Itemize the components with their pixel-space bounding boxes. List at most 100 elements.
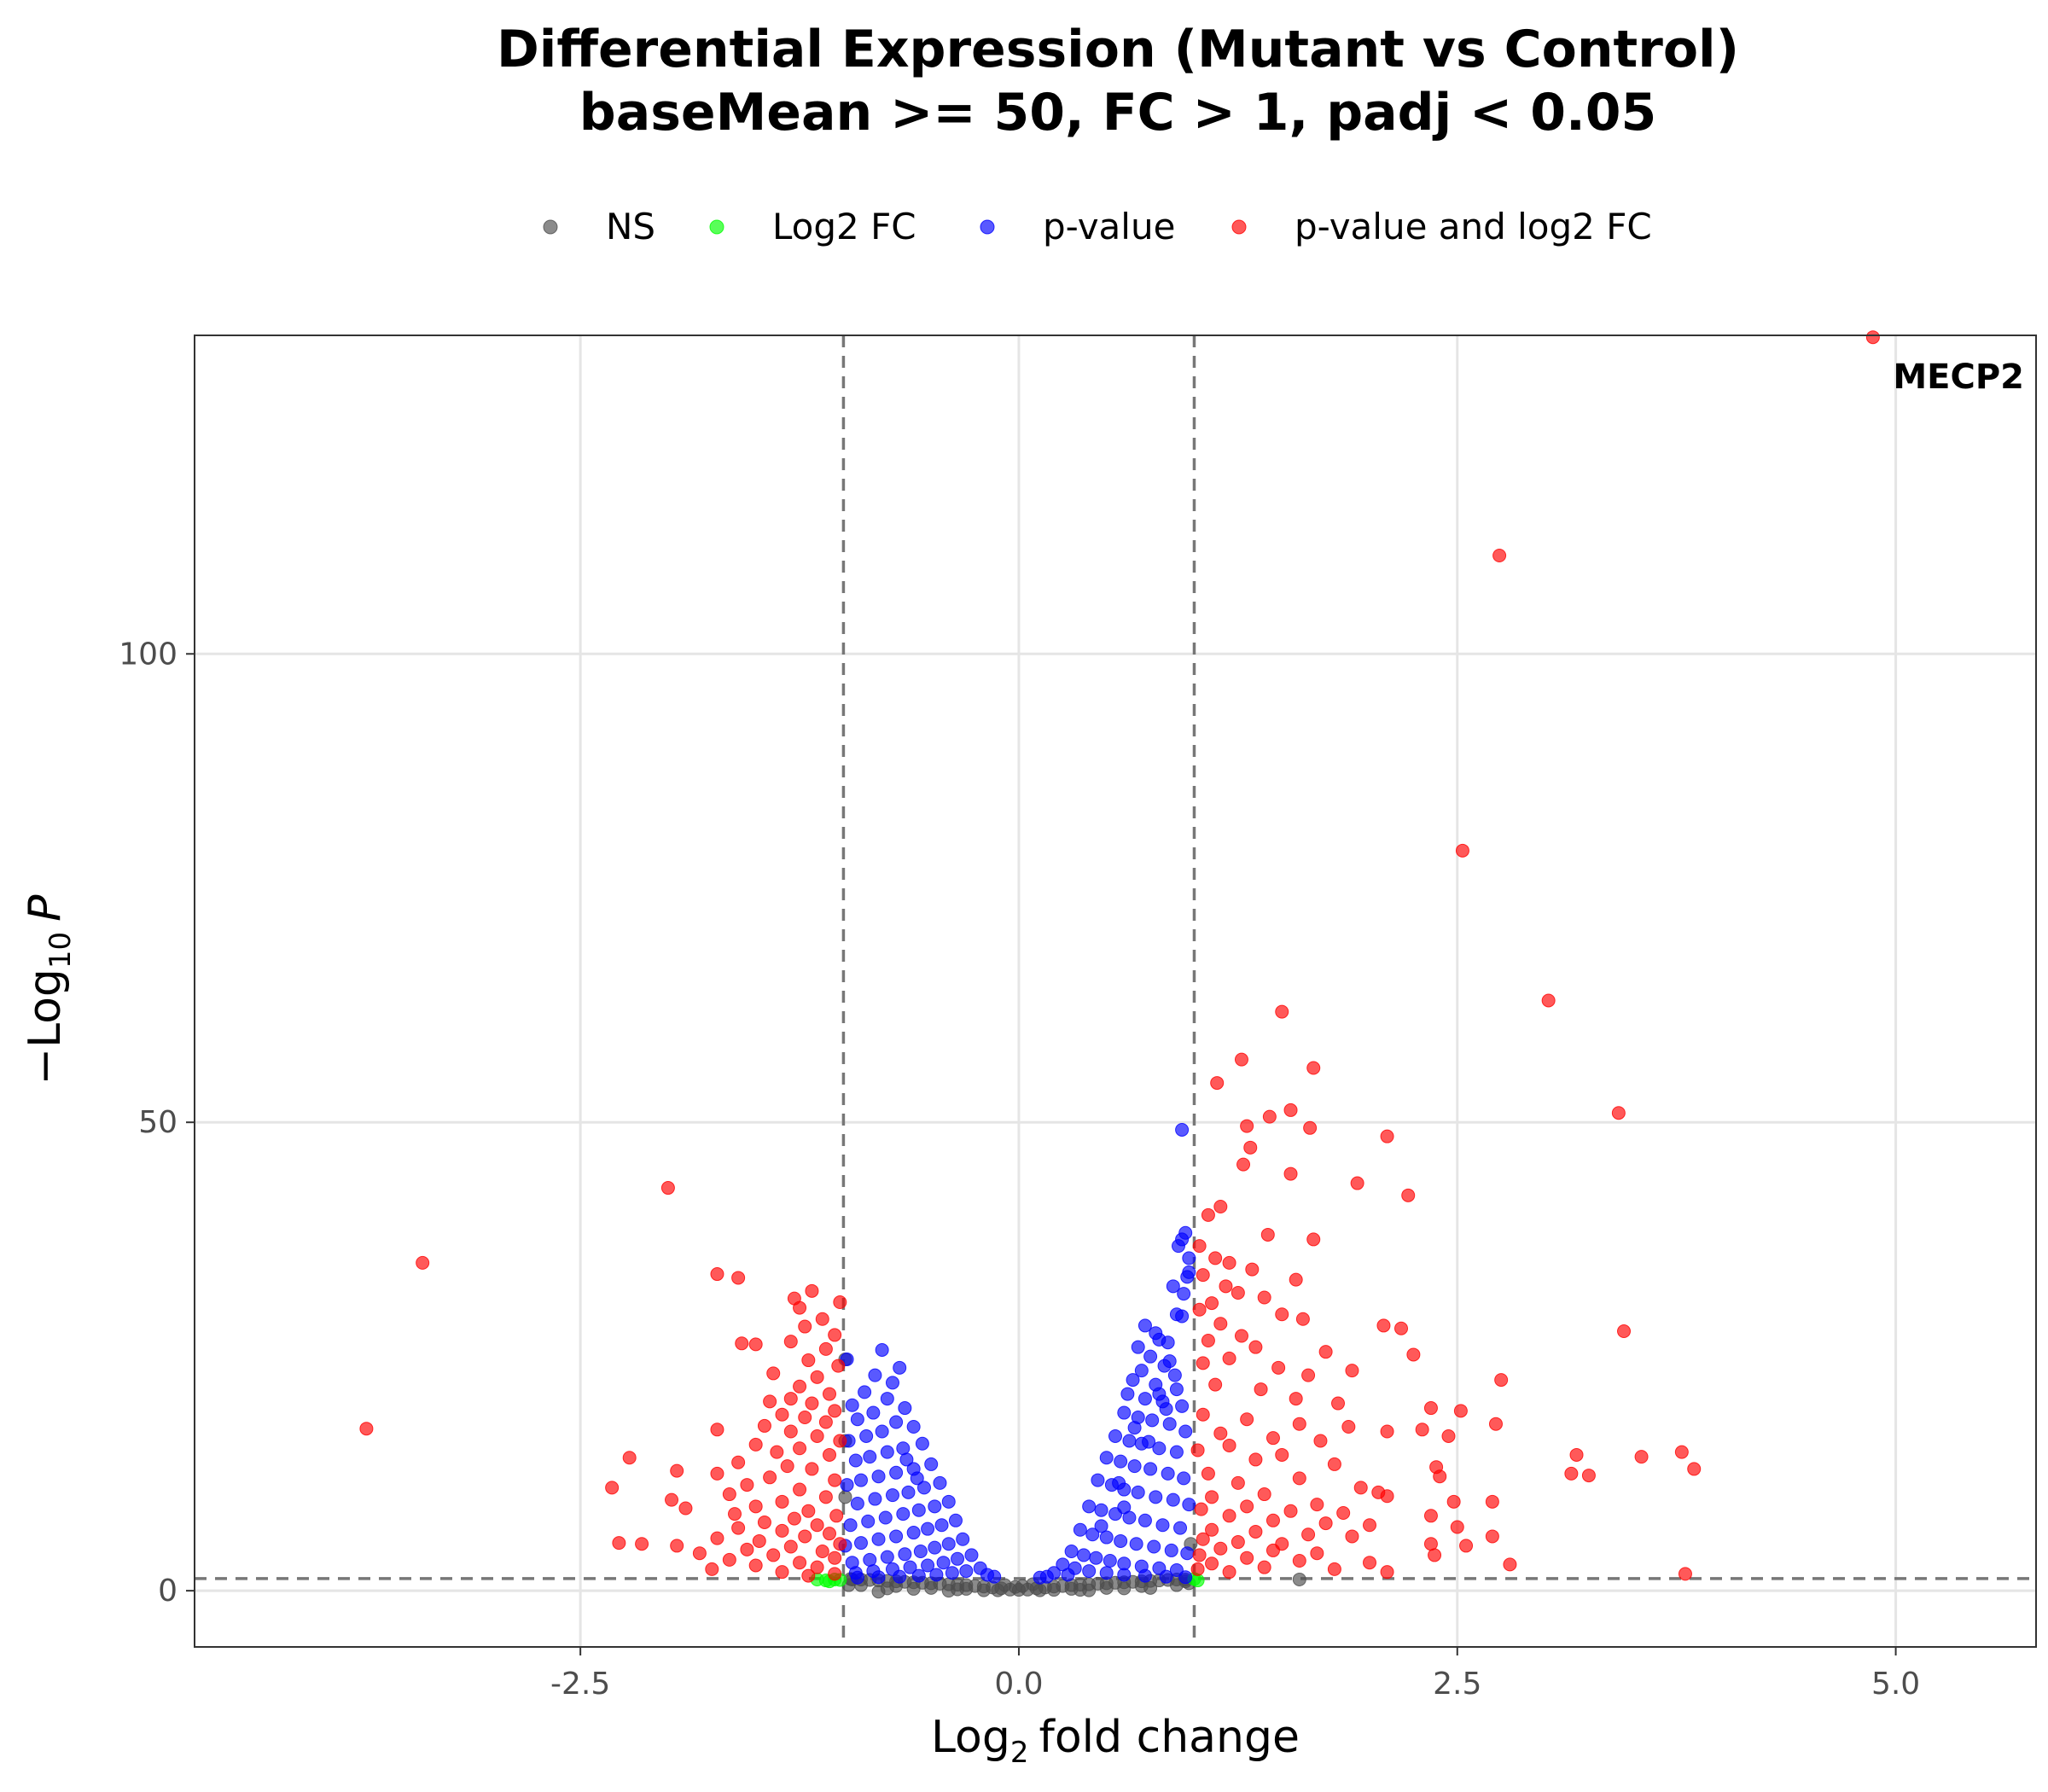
data-point — [875, 1424, 889, 1439]
data-point — [1094, 1519, 1108, 1533]
data-point — [1415, 1423, 1429, 1437]
data-point — [748, 1337, 763, 1352]
data-point — [801, 1504, 816, 1518]
data-point — [853, 1536, 868, 1551]
data-point — [911, 1568, 926, 1583]
data-point — [1166, 1279, 1180, 1294]
data-point — [1213, 1541, 1228, 1556]
data-point — [740, 1478, 754, 1492]
data-point — [901, 1485, 916, 1499]
data-point — [665, 1492, 679, 1507]
data-point — [828, 1567, 842, 1581]
data-point — [798, 1529, 812, 1544]
data-point — [783, 1392, 798, 1406]
data-point — [728, 1507, 742, 1521]
data-point — [1231, 1286, 1245, 1300]
x-tick-label: 2.5 — [1433, 1667, 1481, 1702]
data-point — [903, 1560, 917, 1574]
data-point — [1149, 1490, 1163, 1504]
data-point — [1099, 1451, 1114, 1465]
data-point — [848, 1453, 863, 1468]
data-point — [783, 1335, 798, 1349]
data-point — [793, 1556, 807, 1570]
legend-label: Log2 FC — [772, 206, 916, 247]
data-point — [1260, 1227, 1275, 1242]
data-point — [1678, 1567, 1692, 1581]
data-point — [885, 1488, 899, 1503]
data-point — [748, 1499, 763, 1514]
data-point — [1327, 1562, 1341, 1576]
data-point — [1275, 1447, 1289, 1462]
data-point — [1336, 1506, 1351, 1521]
data-point — [670, 1539, 684, 1553]
data-point — [831, 1359, 846, 1373]
data-point — [1177, 1471, 1191, 1486]
data-point — [810, 1428, 824, 1443]
data-point — [896, 1507, 911, 1521]
data-point — [798, 1411, 812, 1425]
data-point — [828, 1404, 842, 1418]
data-point — [1245, 1262, 1260, 1277]
data-point — [1301, 1368, 1316, 1382]
data-point — [1380, 1489, 1394, 1504]
data-point — [775, 1407, 789, 1422]
data-point — [1196, 1532, 1210, 1546]
data-point — [871, 1570, 886, 1585]
data-point — [871, 1469, 886, 1484]
data-point — [1248, 1340, 1263, 1354]
data-point — [1161, 1335, 1175, 1350]
data-point — [1085, 1527, 1100, 1542]
data-point — [880, 1392, 894, 1406]
data-point — [1180, 1546, 1195, 1561]
data-point — [906, 1526, 921, 1540]
y-tick-label: 50 — [138, 1105, 177, 1140]
data-point — [1177, 1287, 1191, 1301]
data-point — [1275, 1307, 1289, 1322]
data-point — [731, 1271, 746, 1285]
data-point — [1126, 1373, 1140, 1388]
data-point — [948, 1513, 963, 1527]
data-point — [1455, 843, 1469, 858]
data-point — [1145, 1413, 1160, 1428]
data-point — [757, 1515, 771, 1529]
data-point — [833, 1537, 847, 1551]
data-point — [798, 1319, 812, 1334]
data-point — [1137, 1318, 1152, 1333]
data-point — [810, 1518, 824, 1533]
legend-key — [980, 219, 995, 235]
data-point — [1380, 1424, 1394, 1439]
data-point — [1073, 1583, 1087, 1597]
data-point — [1353, 1481, 1368, 1495]
legend-key — [1231, 219, 1247, 235]
data-point — [818, 1415, 833, 1429]
data-point — [1303, 1120, 1318, 1135]
data-point — [766, 1548, 781, 1562]
data-point — [964, 1548, 979, 1562]
y-tick-label: 100 — [119, 637, 177, 672]
data-point — [829, 1509, 844, 1523]
data-point — [850, 1570, 864, 1585]
chart-title-line1: Differential Expression (Mutant vs Contr… — [497, 20, 1739, 79]
data-point — [913, 1545, 928, 1559]
data-point — [1494, 1373, 1509, 1388]
data-point — [678, 1501, 693, 1516]
data-point — [763, 1394, 777, 1409]
data-point — [1122, 1434, 1137, 1448]
data-point — [1345, 1529, 1359, 1544]
data-point — [1196, 1268, 1210, 1283]
data-point — [1428, 1548, 1442, 1562]
data-points — [359, 330, 1880, 1599]
data-point — [1201, 1207, 1215, 1222]
data-point — [1240, 1551, 1254, 1565]
data-point — [1112, 1475, 1126, 1490]
data-point — [822, 1387, 836, 1401]
data-point — [731, 1521, 746, 1535]
data-point — [936, 1556, 951, 1570]
data-point — [845, 1398, 859, 1412]
data-point — [731, 1455, 746, 1469]
data-point — [1569, 1447, 1584, 1462]
data-point — [916, 1481, 931, 1495]
data-point — [1143, 1462, 1158, 1476]
data-point — [1099, 1580, 1114, 1595]
data-point — [1541, 993, 1556, 1008]
